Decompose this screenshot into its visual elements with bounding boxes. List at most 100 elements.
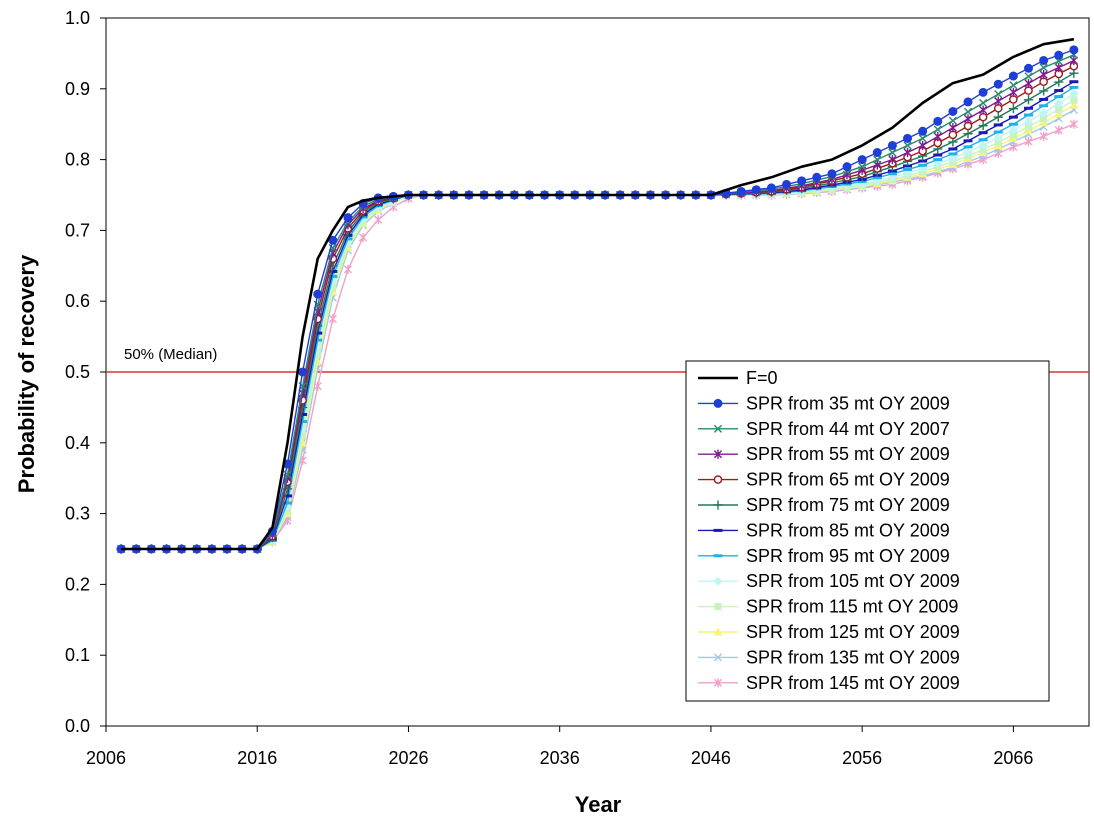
legend-item: SPR from 75 mt OY 2009 bbox=[698, 495, 950, 515]
series-point bbox=[903, 133, 913, 143]
series-point bbox=[963, 114, 973, 124]
series-point bbox=[842, 162, 852, 172]
legend-item: SPR from 44 mt OY 2007 bbox=[698, 419, 950, 439]
series-point bbox=[1039, 108, 1049, 118]
series-point bbox=[888, 148, 897, 157]
legend-label: SPR from 145 mt OY 2009 bbox=[746, 673, 960, 693]
series-point bbox=[1024, 116, 1034, 126]
series-point bbox=[887, 172, 897, 176]
series-point bbox=[963, 129, 973, 139]
legend-item: SPR from 85 mt OY 2009 bbox=[698, 520, 950, 540]
series-point bbox=[918, 159, 928, 163]
series-point bbox=[1024, 113, 1034, 117]
series-point bbox=[1024, 78, 1033, 89]
series-point bbox=[1039, 104, 1049, 108]
series-point bbox=[358, 232, 368, 243]
series-point bbox=[948, 153, 958, 163]
series-point bbox=[994, 96, 1003, 106]
series-line bbox=[121, 37, 1075, 551]
legend-item: SPR from 105 mt OY 2009 bbox=[698, 571, 960, 591]
series-point bbox=[979, 105, 988, 115]
series-point bbox=[1054, 77, 1064, 87]
series-point bbox=[1069, 119, 1078, 129]
series-point bbox=[993, 130, 1003, 134]
series-point bbox=[1054, 50, 1064, 60]
x-tick-label: 2036 bbox=[540, 748, 580, 768]
series-point bbox=[903, 164, 913, 168]
series-point bbox=[1024, 72, 1033, 81]
series-point bbox=[963, 97, 973, 107]
series-point bbox=[299, 432, 307, 440]
series-point bbox=[872, 176, 882, 180]
series-point bbox=[918, 126, 928, 136]
series-point bbox=[933, 131, 942, 142]
series-point bbox=[978, 131, 988, 135]
series-point bbox=[1008, 104, 1018, 114]
series-point bbox=[1055, 105, 1063, 113]
series-point bbox=[766, 183, 776, 193]
series-point bbox=[1009, 131, 1017, 139]
series-point bbox=[751, 185, 761, 195]
series-layer bbox=[116, 37, 1079, 554]
series-point bbox=[782, 179, 792, 189]
series-point bbox=[873, 155, 882, 164]
series-point bbox=[713, 475, 723, 484]
series-point bbox=[1039, 118, 1049, 127]
series-point bbox=[298, 420, 308, 424]
y-tick-label: 0.8 bbox=[65, 150, 90, 170]
series-point bbox=[1054, 89, 1064, 93]
series-point bbox=[1054, 125, 1063, 135]
series-point bbox=[1039, 55, 1049, 65]
series-point bbox=[1054, 109, 1064, 118]
legend-item: F=0 bbox=[698, 368, 778, 388]
series-point bbox=[872, 148, 882, 158]
series-point bbox=[1024, 63, 1034, 73]
x-tick-label: 2016 bbox=[237, 748, 277, 768]
series-point bbox=[343, 237, 353, 241]
series-point bbox=[713, 678, 723, 688]
legend-label: SPR from 105 mt OY 2009 bbox=[746, 571, 960, 591]
y-tick-label: 0.9 bbox=[65, 79, 90, 99]
y-tick-label: 0.7 bbox=[65, 220, 90, 240]
y-axis-title: Probability of recovery bbox=[14, 254, 39, 493]
series-point bbox=[714, 603, 722, 611]
series-point bbox=[978, 138, 988, 142]
series-point bbox=[1054, 98, 1064, 108]
series-point bbox=[812, 172, 822, 182]
series-point bbox=[1054, 95, 1064, 99]
series-point bbox=[978, 121, 988, 131]
series-point bbox=[1040, 114, 1048, 123]
series-point bbox=[313, 289, 323, 299]
series-point bbox=[1069, 100, 1079, 109]
series-point bbox=[963, 147, 973, 157]
legend-item: SPR from 65 mt OY 2009 bbox=[698, 470, 950, 490]
series-point bbox=[978, 87, 988, 97]
series-point bbox=[948, 106, 958, 116]
series-point bbox=[1024, 123, 1033, 131]
series-point bbox=[713, 424, 723, 433]
series-point bbox=[1008, 71, 1018, 81]
series-point bbox=[282, 494, 292, 498]
series-point bbox=[933, 125, 942, 134]
y-tick-label: 0.6 bbox=[65, 291, 90, 311]
legend-label: F=0 bbox=[746, 368, 778, 388]
x-axis-ticks: 2006 2016 2026 2036 2046 2056 2066 bbox=[86, 726, 1033, 768]
x-tick-label: 2056 bbox=[842, 748, 882, 768]
series-point bbox=[963, 145, 973, 149]
series-point bbox=[343, 213, 353, 223]
series-point bbox=[314, 350, 322, 358]
x-axis-title: Year bbox=[575, 792, 622, 817]
series-point bbox=[313, 331, 323, 335]
series-point bbox=[1039, 70, 1048, 80]
y-tick-label: 0.2 bbox=[65, 574, 90, 594]
series-point bbox=[1069, 45, 1079, 55]
legend-item: SPR from 125 mt OY 2009 bbox=[698, 622, 960, 642]
series-point bbox=[1069, 85, 1079, 89]
series-point bbox=[713, 576, 723, 586]
series-point bbox=[1039, 63, 1048, 72]
series-point bbox=[948, 152, 958, 156]
legend-label: SPR from 75 mt OY 2009 bbox=[746, 495, 950, 515]
legend-label: SPR from 115 mt OY 2009 bbox=[746, 597, 958, 617]
series-point bbox=[948, 147, 958, 151]
